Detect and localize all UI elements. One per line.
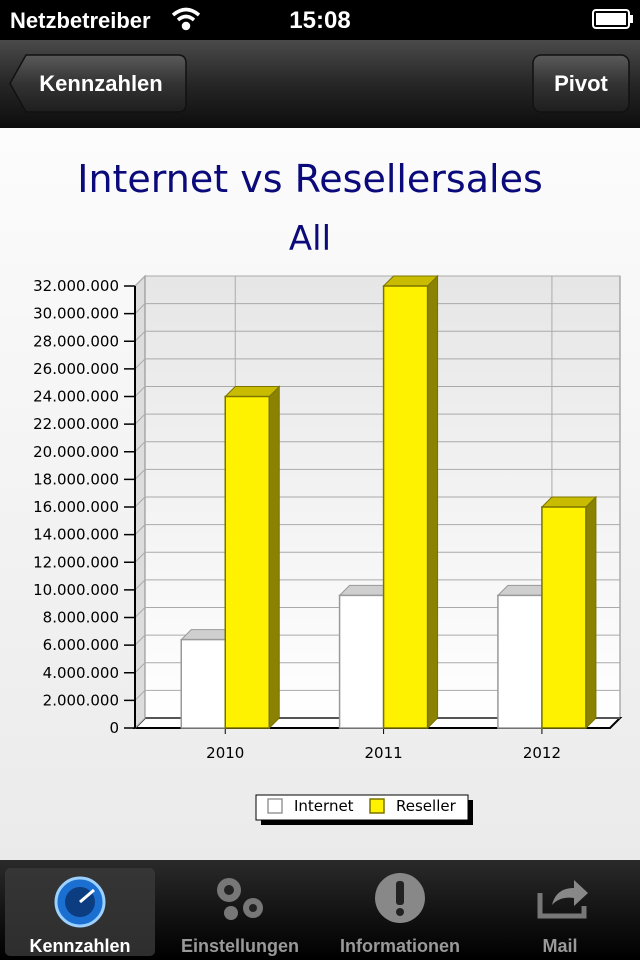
legend-swatch [267, 798, 283, 814]
bar-side [427, 274, 439, 730]
chart-subtitle: All [289, 219, 331, 259]
y-tick-label: 22.000.000 [33, 415, 119, 433]
status-bar: Netzbetreiber 15:08 [0, 0, 640, 40]
legend-box [255, 794, 469, 821]
back-button-bg [9, 54, 187, 113]
grid-line-side [134, 607, 146, 618]
grid-line-side [134, 579, 146, 591]
carrier: Netzbetreiber [10, 8, 151, 33]
info-icon [375, 873, 425, 923]
tab-label[interactable]: Einstellungen [181, 936, 299, 956]
bar [224, 385, 281, 730]
back-button-label[interactable]: Kennzahlen [39, 71, 162, 96]
bar-top [224, 386, 281, 397]
clock: 15:08 [289, 7, 350, 34]
y-tick-label: 26.000.000 [33, 360, 119, 378]
chart-title: Internet vs Resellersales [77, 157, 543, 201]
y-tick-label: 0 [109, 719, 119, 737]
grid-line-side [134, 690, 146, 701]
grid-line-side [134, 551, 146, 563]
grid-line-side [134, 634, 146, 646]
battery-icon [592, 9, 633, 29]
bar-front [541, 506, 587, 729]
nav-bar: Kennzahlen Pivot [0, 40, 640, 128]
y-tick-label: 6.000.000 [43, 636, 119, 654]
bar-side [268, 385, 280, 730]
x-tick-label: 2010 [206, 744, 244, 762]
bar-side [585, 495, 597, 730]
legend-swatch [369, 798, 385, 814]
tab-label[interactable]: Informationen [340, 936, 460, 956]
y-tick-label: 20.000.000 [33, 443, 119, 461]
bar-top [382, 275, 439, 287]
grid-line-side [134, 441, 146, 453]
gauge-icon [54, 876, 106, 928]
x-tick-label: 2011 [364, 744, 402, 762]
grid-line-side [134, 413, 146, 425]
grid-line-side [134, 386, 146, 397]
legend: Internet Reseller [255, 794, 473, 825]
bar-top [540, 496, 598, 508]
y-tick-label: 32.000.000 [33, 277, 119, 295]
y-tick-label: 16.000.000 [33, 498, 119, 516]
pivot-button-label[interactable]: Pivot [554, 71, 608, 96]
tab-item[interactable]: Informationen [340, 936, 460, 956]
grid-line-side [134, 275, 146, 287]
chart: Internet vs Resellersales All 0 2.000.000… [33, 157, 623, 825]
bar [382, 274, 439, 730]
bar [540, 495, 598, 730]
tab-item[interactable]: Kennzahlen [29, 936, 130, 956]
pivot-button[interactable]: Pivot [532, 54, 630, 113]
y-tick-label: 8.000.000 [43, 609, 119, 627]
y-tick-label: 28.000.000 [33, 332, 119, 350]
grid-line-side [134, 358, 146, 370]
y-tick-label: 10.000.000 [33, 581, 119, 599]
grid-line-side [134, 524, 146, 535]
y-tick-label: 4.000.000 [43, 664, 119, 682]
legend-label: Reseller [396, 797, 457, 815]
grid-line-side [134, 303, 146, 314]
wifi-icon [171, 7, 201, 31]
x-tick-label: 2012 [523, 744, 561, 762]
bar-front [338, 594, 385, 729]
tab-label[interactable]: Mail [542, 936, 577, 956]
y-tick-label: 14.000.000 [33, 526, 119, 544]
tab-item[interactable]: Mail [542, 936, 577, 956]
pivot-button-bg [532, 54, 630, 113]
bar-front [180, 638, 226, 729]
back-button[interactable]: Kennzahlen [9, 54, 187, 113]
tab-bar: Kennzahlen Einstellungen Informationen Mail [0, 860, 640, 960]
tab-item[interactable]: Einstellungen [181, 936, 299, 956]
grid-line-side [134, 496, 146, 508]
y-tick-label: 2.000.000 [43, 691, 119, 709]
status-bar-bg [0, 0, 640, 40]
bar-front [224, 395, 270, 729]
y-tick-label: 24.000.000 [33, 388, 119, 406]
settings-icon [217, 878, 263, 920]
legend-label: Internet [294, 797, 354, 815]
bar-front [382, 285, 429, 729]
grid-line-side [134, 469, 146, 480]
tab-label[interactable]: Kennzahlen [29, 936, 130, 956]
y-tick-label: 12.000.000 [33, 553, 119, 571]
y-tick-label: 30.000.000 [33, 305, 119, 323]
bar-front [497, 594, 543, 729]
grid-line-side [134, 717, 146, 729]
mail-icon [537, 880, 588, 919]
grid-line-side [134, 662, 146, 674]
y-tick-label: 18.000.000 [33, 470, 119, 488]
grid-line-side [134, 330, 146, 342]
